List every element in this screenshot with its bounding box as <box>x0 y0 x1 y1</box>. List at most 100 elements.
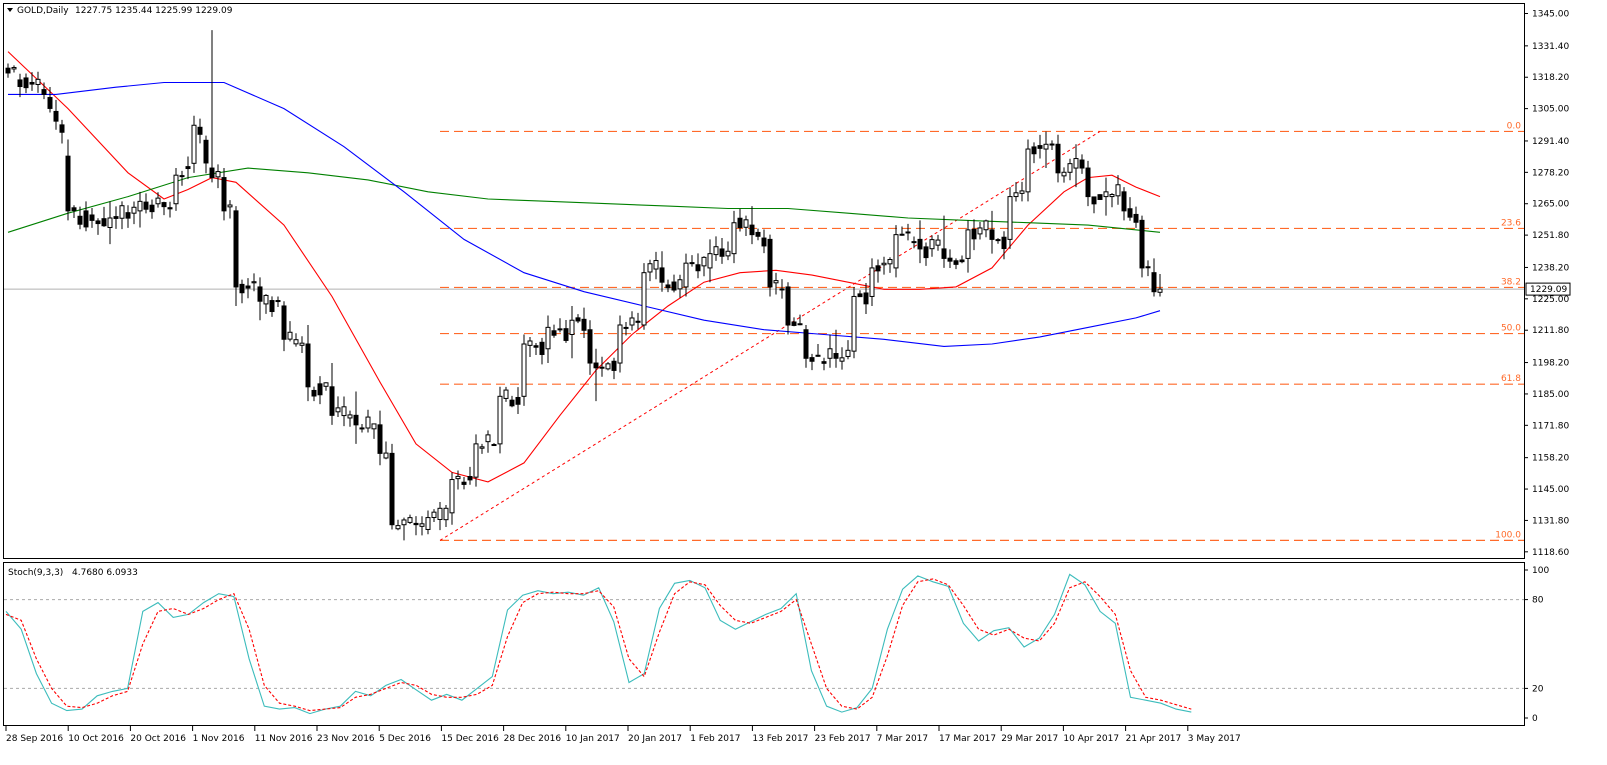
candle-body <box>1091 196 1097 205</box>
fib-label: 38.2 <box>1501 277 1521 287</box>
candle-body <box>23 77 29 89</box>
stoch-pane-frame <box>3 562 1525 726</box>
candle-body <box>917 238 923 250</box>
candle-body <box>359 427 365 430</box>
candle-body <box>839 357 845 362</box>
candlesticks <box>5 30 1163 541</box>
stoch-tick-label: 0 <box>1532 714 1538 724</box>
candle-body <box>395 525 401 530</box>
candle-body <box>89 214 95 221</box>
candle-body <box>11 66 17 70</box>
candle-body <box>683 262 689 288</box>
candle-body <box>125 212 131 219</box>
candle-body <box>521 343 527 397</box>
candle-body <box>41 89 47 95</box>
candle-body <box>545 326 551 350</box>
candle-body <box>1049 143 1055 146</box>
candle-body <box>983 220 989 231</box>
candle-body <box>569 319 575 335</box>
candle-body <box>659 267 665 283</box>
stoch-values-label: 4.7680 6.0933 <box>72 568 138 578</box>
price-tick-label: 1225.00 <box>1532 295 1569 305</box>
fib-label: 50.0 <box>1501 324 1521 334</box>
candle-body <box>875 265 881 272</box>
candle-body <box>827 348 833 359</box>
candle-body <box>845 349 851 357</box>
candle-body <box>383 452 389 459</box>
candle-body <box>791 321 797 326</box>
candle-body <box>47 97 53 109</box>
candle-body <box>599 366 605 369</box>
date-tick-label: 11 Nov 2016 <box>255 734 313 744</box>
collapse-triangle-icon[interactable] <box>7 8 13 12</box>
price-tick-label: 1318.20 <box>1532 73 1569 83</box>
candle-body <box>995 239 1001 242</box>
fibonacci-levels[interactable]: 0.0 23.6 38.2 50.0 61.8 100.0 <box>4 121 1524 542</box>
candle-body <box>191 124 197 164</box>
candle-body <box>173 174 179 205</box>
candle-body <box>509 399 515 407</box>
candle-body <box>671 281 677 291</box>
date-tick-label: 10 Oct 2016 <box>68 734 124 744</box>
candle-body <box>335 407 341 413</box>
candle-body <box>491 444 497 447</box>
candle-body <box>65 155 71 212</box>
date-tick-label: 1 Nov 2016 <box>193 734 245 744</box>
ma-line-2 <box>8 81 1161 347</box>
candle-body <box>455 475 461 480</box>
candle-body <box>1019 190 1025 194</box>
date-tick-label: 20 Oct 2016 <box>130 734 186 744</box>
candle-body <box>389 452 395 526</box>
candle-body <box>119 205 125 219</box>
candle-body <box>107 217 113 229</box>
candle-body <box>809 357 815 362</box>
candle-body <box>269 300 275 313</box>
candle-body <box>887 259 893 265</box>
stoch-axis: 100 80 20 0 <box>1524 566 1549 724</box>
candle-body <box>1115 184 1121 197</box>
ma-line-0 <box>7 51 1161 483</box>
candle-body <box>401 519 407 526</box>
candle-body <box>701 256 707 267</box>
candle-body <box>719 248 725 257</box>
candle-body <box>155 197 161 205</box>
candle-body <box>767 238 773 288</box>
candle-body <box>617 324 623 364</box>
candle-body <box>773 280 779 284</box>
candle-body <box>881 262 887 266</box>
candle-body <box>197 126 203 135</box>
candle-body <box>725 250 731 257</box>
candle-body <box>299 342 305 346</box>
price-tick-label: 1131.80 <box>1532 516 1569 526</box>
candle-body <box>581 318 587 331</box>
candle-body <box>563 328 569 341</box>
candle-body <box>1145 266 1151 269</box>
candle-body <box>35 78 41 85</box>
fib-label: 61.8 <box>1501 374 1521 384</box>
candle-body <box>785 286 791 326</box>
candle-body <box>251 281 257 284</box>
candle-body <box>221 177 227 212</box>
date-tick-label: 28 Dec 2016 <box>504 734 562 744</box>
candle-body <box>1031 146 1037 155</box>
candle-body <box>143 201 149 210</box>
fib-label: 100.0 <box>1495 530 1521 540</box>
candle-body <box>1103 191 1109 198</box>
candle-body <box>377 424 383 454</box>
candle-body <box>803 329 809 359</box>
candle-body <box>833 353 839 359</box>
date-tick-label: 23 Feb 2017 <box>815 734 871 744</box>
candle-body <box>293 339 299 345</box>
candle-body <box>605 363 611 370</box>
stoch-tick-label: 80 <box>1532 596 1544 606</box>
date-tick-label: 20 Jan 2017 <box>628 734 682 744</box>
candle-body <box>431 511 437 519</box>
date-tick-label: 10 Jan 2017 <box>566 734 620 744</box>
candle-body <box>353 414 359 426</box>
candle-body <box>323 382 329 387</box>
candle-body <box>95 220 101 225</box>
candle-body <box>311 389 317 397</box>
candle-body <box>893 234 899 269</box>
